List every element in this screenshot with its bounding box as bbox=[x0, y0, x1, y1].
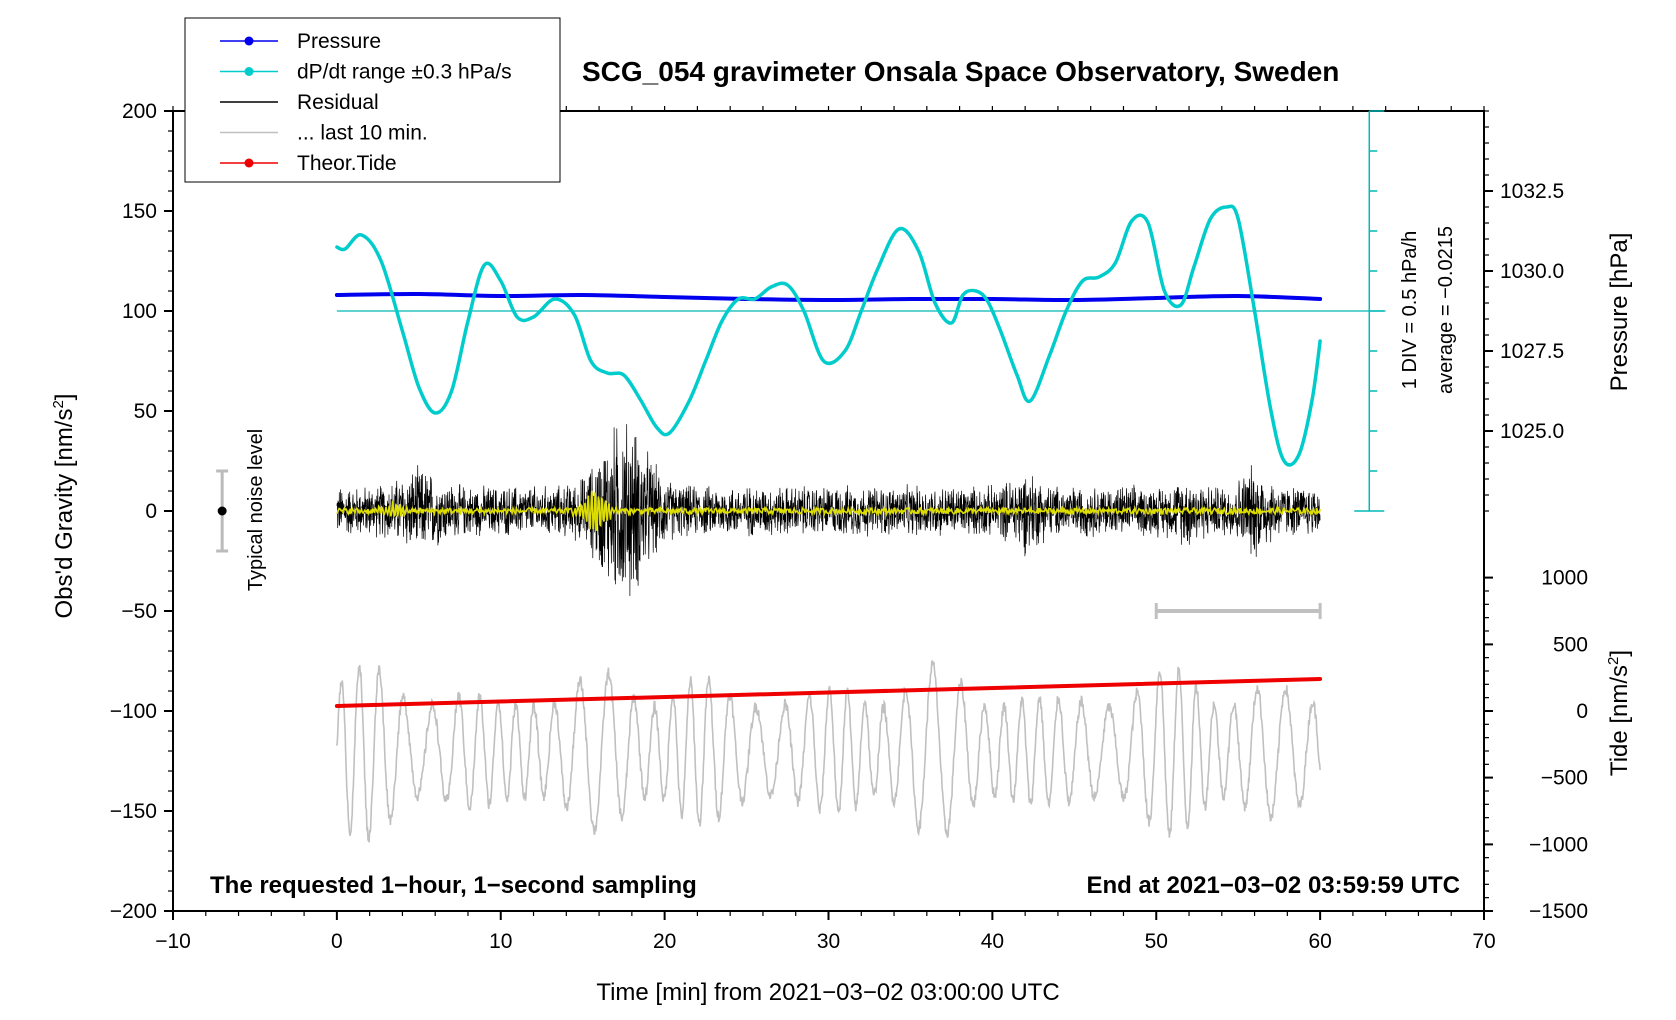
annotation-sampling: The requested 1−hour, 1−second sampling bbox=[210, 872, 697, 899]
y-axis-title-pressure: Pressure [hPa] bbox=[1606, 233, 1633, 392]
x-tick-label: 20 bbox=[653, 930, 676, 953]
y-tick-label: 0 bbox=[145, 500, 157, 523]
y-tick-label: 50 bbox=[134, 400, 157, 423]
legend-marker bbox=[244, 67, 254, 76]
y-axis-title-gravity-end: ] bbox=[51, 394, 78, 401]
x-tick-label: 10 bbox=[489, 930, 512, 953]
series-line-1 bbox=[335, 204, 1322, 467]
y-axis-title-tide-sup: 2 bbox=[1605, 657, 1622, 665]
legend-label: Residual bbox=[297, 91, 379, 114]
legend-label: Theor.Tide bbox=[297, 152, 397, 175]
x-tick-label: 60 bbox=[1308, 930, 1331, 953]
pressure-tick-label: 1032.5 bbox=[1500, 180, 1564, 203]
series-line-0 bbox=[334, 291, 1323, 303]
noise-level-label: Typical noise level bbox=[245, 429, 267, 591]
x-tick-label: 40 bbox=[981, 930, 1004, 953]
residual-line bbox=[336, 424, 1321, 597]
x-tick-label: 50 bbox=[1145, 930, 1168, 953]
axis-ticks: −10 0 10 20 30 40 50 60 70200150100500−50−100−15… bbox=[110, 100, 1588, 953]
text-layer: SCG_054 gravimeter Onsala Space Observat… bbox=[50, 56, 1633, 1006]
pressure-tick-label: 1025.0 bbox=[1500, 420, 1564, 443]
legend-label: Pressure bbox=[297, 30, 381, 53]
y-axis-title-tide-end: ] bbox=[1606, 650, 1633, 657]
y-tick-label: −200 bbox=[110, 900, 157, 923]
tide-tick-label: 500 bbox=[1553, 633, 1588, 656]
x-tick-label: 70 bbox=[1472, 930, 1495, 953]
legend-label: ... last 10 min. bbox=[297, 122, 428, 145]
chart-title: SCG_054 gravimeter Onsala Space Observat… bbox=[582, 56, 1339, 87]
y-tick-label: −50 bbox=[121, 600, 157, 623]
x-tick-label: −10 bbox=[155, 930, 191, 953]
legend-box bbox=[184, 17, 561, 183]
x-tick-label: 30 bbox=[817, 930, 840, 953]
y-tick-label: 100 bbox=[122, 300, 157, 323]
tide-tick-label: 0 bbox=[1576, 700, 1588, 723]
pressure-tick-label: 1027.5 bbox=[1500, 340, 1564, 363]
y-tick-label: −150 bbox=[110, 800, 157, 823]
y-axis-title-gravity-sup: 2 bbox=[50, 400, 67, 408]
data-layer bbox=[216, 110, 1386, 843]
tide-tick-label: 1000 bbox=[1541, 567, 1588, 590]
legend-marker bbox=[244, 158, 254, 168]
annotation-end-time: End at 2021−03−02 03:59:59 UTC bbox=[1086, 872, 1460, 899]
filtered-residual-line bbox=[336, 490, 1321, 531]
series-line-2 bbox=[334, 677, 1323, 708]
x-axis-title: Time [min] from 2021−03−02 03:00:00 UTC bbox=[596, 979, 1059, 1006]
y-axis-title-gravity: Obs'd Gravity [nm/s2] bbox=[50, 394, 78, 619]
y-tick-label: −100 bbox=[110, 700, 157, 723]
legend-label: dP/dt range ±0.3 hPa/s bbox=[297, 61, 512, 84]
noise-level-dot bbox=[217, 506, 227, 516]
y-tick-label: 200 bbox=[122, 100, 157, 123]
tide-tick-label: −1500 bbox=[1529, 900, 1588, 923]
scale-div-label: 1 DIV = 0.5 hPa/h bbox=[1399, 231, 1421, 389]
scale-average-label: average = −0.0215 bbox=[1435, 226, 1457, 394]
pressure-tick-label: 1030.0 bbox=[1500, 260, 1564, 283]
legend-marker bbox=[244, 36, 254, 46]
y-tick-label: 150 bbox=[122, 200, 157, 223]
x-tick-label: 0 bbox=[331, 930, 343, 953]
legend: Pressure dP/dt range ±0.3 hPa/s Residual..… bbox=[184, 17, 561, 183]
last-10-min-line bbox=[336, 660, 1321, 843]
tide-tick-label: −1000 bbox=[1529, 833, 1588, 856]
y-axis-title-tide: Tide [nm/s2] bbox=[1605, 650, 1633, 776]
tide-tick-label: −500 bbox=[1541, 767, 1588, 790]
